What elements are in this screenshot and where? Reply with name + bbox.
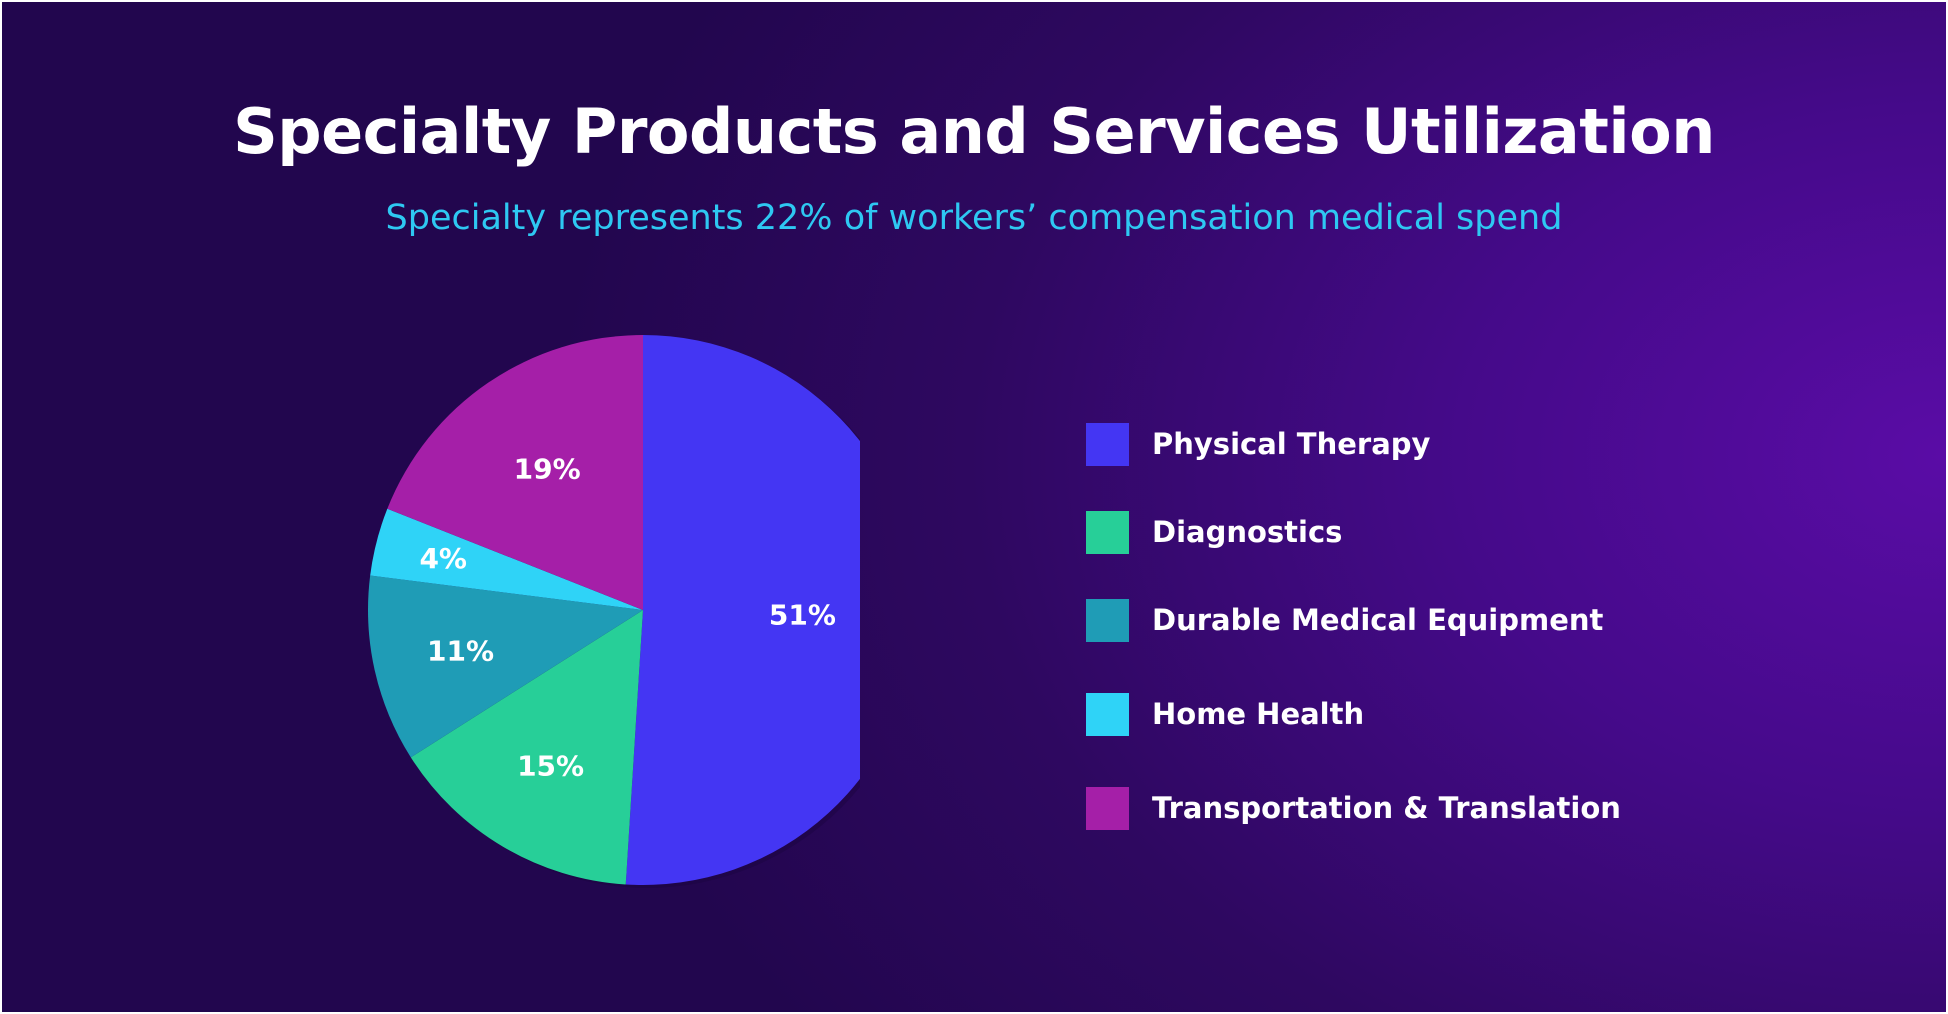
pie-label-durable-medical-equipment: 11% xyxy=(427,634,494,667)
legend-item-diagnostics: Diagnostics xyxy=(1086,510,1342,554)
pie-label-diagnostics: 15% xyxy=(517,750,584,783)
legend-item-durable-medical-equipment: Durable Medical Equipment xyxy=(1086,598,1603,642)
legend-label-transportation-translation: Transportation & Translation xyxy=(1152,791,1621,825)
legend-label-durable-medical-equipment: Durable Medical Equipment xyxy=(1152,603,1604,637)
pie-label-physical-therapy: 51% xyxy=(769,599,836,632)
legend-item-physical-therapy: Physical Therapy xyxy=(1086,422,1430,466)
pie-label-home-health: 4% xyxy=(419,542,467,575)
legend-label-home-health: Home Health xyxy=(1152,697,1365,731)
legend-swatch-physical-therapy xyxy=(1086,422,1129,466)
legend-swatch-home-health xyxy=(1086,692,1129,736)
pie-slice-physical-therapy xyxy=(625,335,860,885)
pie-slice-home-health xyxy=(370,508,643,610)
legend-swatch-diagnostics xyxy=(1086,510,1129,554)
pie-slice-diagnostics xyxy=(410,610,643,885)
legend-item-home-health: Home Health xyxy=(1086,692,1364,736)
chart-subtitle: Specialty represents 22% of workers’ com… xyxy=(385,198,1563,238)
legend-label-diagnostics: Diagnostics xyxy=(1152,515,1343,549)
pie-chart: 51% 15% 11% 4% 19% xyxy=(368,335,860,888)
pie-slice-durable-medical-equipment xyxy=(368,575,643,758)
legend-item-transportation-translation: Transportation & Translation xyxy=(1086,786,1621,830)
pie-slice-transportation-translation xyxy=(387,335,643,610)
pie-label-transportation-translation: 19% xyxy=(514,452,581,485)
chart-title: Specialty Products and Services Utilizat… xyxy=(233,95,1715,168)
legend-swatch-transportation-translation xyxy=(1086,786,1129,830)
legend-label-physical-therapy: Physical Therapy xyxy=(1152,427,1431,461)
legend-swatch-durable-medical-equipment xyxy=(1086,598,1129,642)
